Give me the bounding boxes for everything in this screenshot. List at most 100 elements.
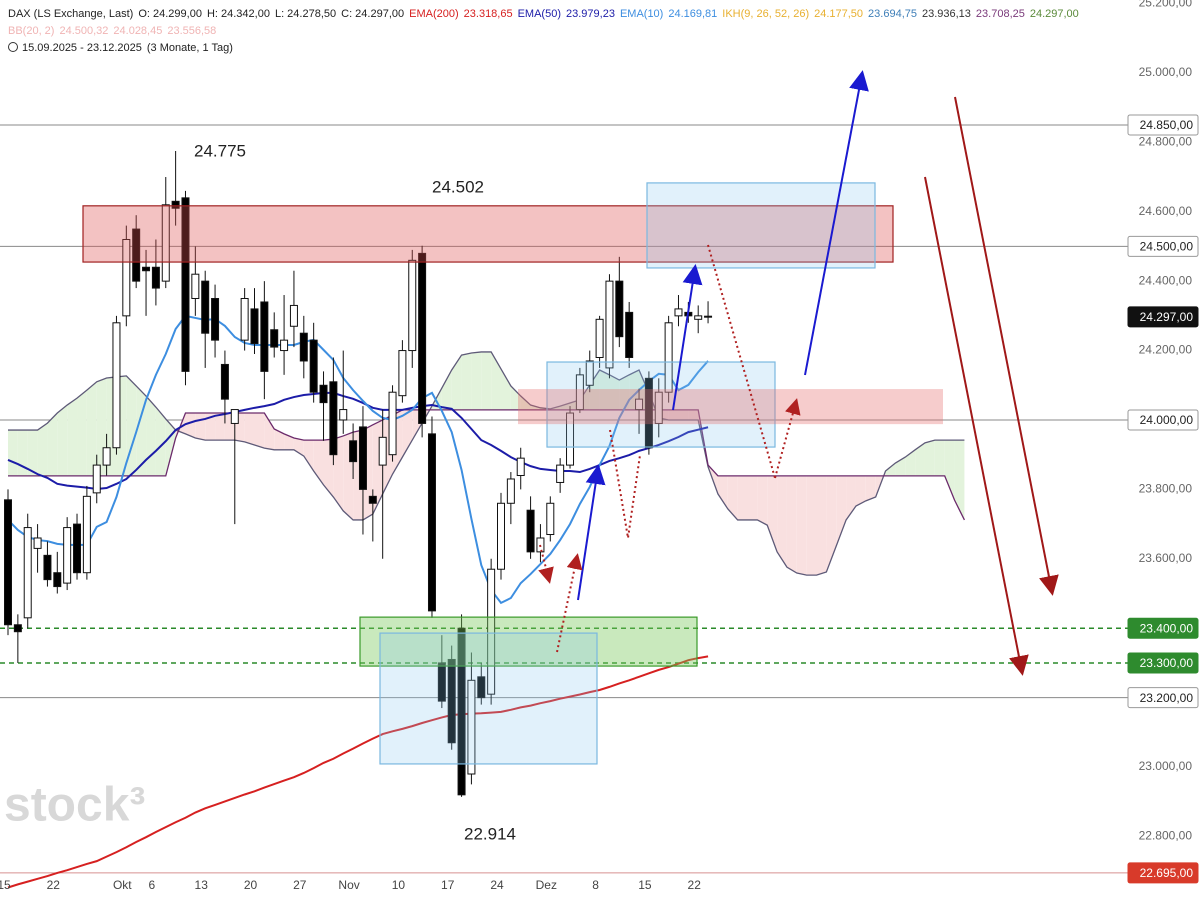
price-marker-label: 24.850,00 [1140, 118, 1194, 132]
legend-text: 23.556,58 [167, 25, 217, 37]
cloud-fill [520, 396, 531, 410]
x-tick-label: 15 [0, 878, 11, 892]
cloud-fill [796, 475, 807, 576]
legend-text: O: 24.299,00 [138, 8, 202, 20]
cloud-fill [155, 407, 166, 476]
legend-text: EMA(50) [517, 8, 561, 20]
candle-body [289, 304, 298, 327]
arrow [672, 264, 703, 411]
candle-body [487, 568, 496, 695]
candle-body [309, 339, 318, 393]
zone [646, 182, 876, 269]
y-tick-label: 22.800,00 [1139, 829, 1193, 843]
legend-text: (3 Monate, 1 Tag) [146, 42, 233, 54]
candle-body [23, 527, 32, 619]
zone [379, 632, 598, 765]
candle-body [358, 426, 367, 490]
candle-body [467, 679, 476, 775]
cloud-fill [185, 413, 196, 439]
candle-body [546, 502, 555, 536]
cloud-fill [826, 475, 837, 573]
candle-body [191, 273, 200, 299]
arrow [538, 544, 554, 584]
y-tick-label: 24.800,00 [1139, 134, 1193, 148]
cloud-fill [451, 355, 462, 410]
cloud-fill [836, 475, 847, 546]
cloud-fill [816, 475, 827, 576]
candle-body [250, 308, 259, 345]
cloud-fill [77, 390, 87, 476]
cloud-fill [284, 433, 294, 450]
candle-body [408, 259, 417, 352]
x-tick-label: 24 [490, 878, 504, 892]
legend-header: DAX (LS Exchange, Last) O: 24.299,00 H: 24… [8, 6, 1084, 57]
cloud-fill [195, 413, 206, 441]
price-marker [1127, 235, 1199, 257]
clock-icon [8, 42, 18, 52]
x-tick-label: 20 [244, 878, 258, 892]
zone [359, 616, 698, 667]
x-tick-label: 17 [441, 878, 455, 892]
candle-body [437, 662, 446, 702]
candle-body [694, 315, 703, 320]
legend-text: H: 24.342,00 [206, 8, 270, 20]
candle-body [240, 297, 249, 341]
candle-body [220, 363, 229, 400]
legend-text: BB(20, 2) [8, 25, 55, 37]
candle-body [674, 308, 683, 317]
price-marker [1127, 862, 1199, 884]
cloud-fill [924, 440, 935, 476]
cloud-fill [67, 398, 78, 476]
candle-body [457, 627, 466, 796]
y-tick-label: 25.200,00 [1139, 0, 1193, 10]
candle-body [427, 433, 436, 612]
candle-body [704, 315, 713, 318]
arrow [774, 398, 801, 479]
cloud-fill [244, 413, 255, 445]
cloud-fill [86, 381, 97, 476]
candle-body [635, 398, 644, 411]
arrow-layer [538, 70, 1059, 676]
candle-body [664, 322, 673, 393]
candle-body [73, 523, 82, 574]
zone [518, 389, 943, 425]
cloud-fill [727, 475, 738, 520]
y-tick-label: 24.200,00 [1139, 343, 1193, 357]
cloud-fill [471, 351, 482, 410]
x-tick-label: 27 [293, 878, 307, 892]
legend-text: 24.177,50 [814, 8, 864, 20]
candle-body [4, 499, 12, 626]
y-tick-label: 24.400,00 [1139, 273, 1193, 287]
x-tick-label: Okt [113, 878, 132, 892]
cloud-fill [293, 438, 304, 457]
candle-body [418, 252, 427, 424]
candle-body [349, 440, 358, 463]
arrow [707, 244, 776, 479]
ema-line [7, 655, 709, 889]
price-marker [1127, 687, 1199, 709]
candle-body [112, 322, 121, 449]
legend-text: 23.318,65 [463, 8, 513, 20]
candle-body [102, 447, 111, 466]
price-marker [1127, 114, 1199, 136]
legend-text: 23.694,75 [868, 8, 917, 20]
cloud-fill [126, 375, 137, 476]
candle-body [201, 280, 210, 334]
cloud-fill [254, 413, 265, 449]
legend-text: 24.169,81 [668, 8, 718, 20]
background-layer: stock³ [0, 124, 1128, 874]
x-tick-label: 22 [47, 878, 61, 892]
cloud-fill [510, 385, 521, 410]
legend-text: C: 24.297,00 [341, 8, 405, 20]
cloud-fill [264, 413, 275, 450]
cloud-fill [274, 429, 285, 450]
cloud-fill [737, 475, 748, 520]
legend-text: 24.500,32 [59, 25, 109, 37]
candle-body [368, 495, 377, 504]
candle-body [605, 280, 614, 369]
price-marker-label: 24.000,00 [1140, 413, 1194, 427]
candle-body [280, 339, 289, 352]
cloud-fill [717, 475, 728, 509]
